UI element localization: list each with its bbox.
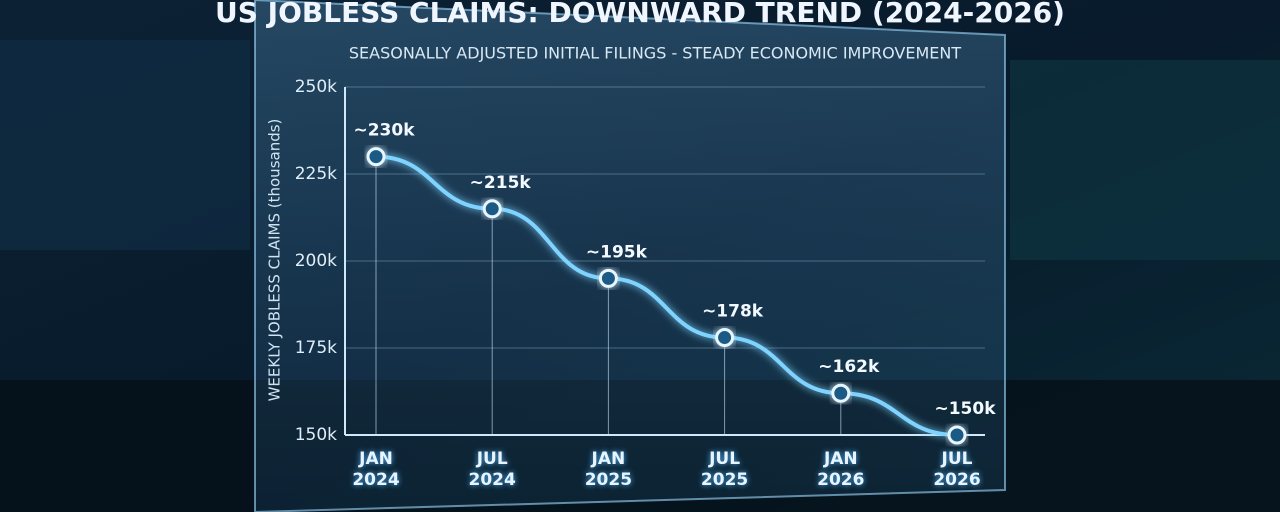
data-label: ~215k (470, 173, 532, 193)
chart-subtitle: SEASONALLY ADJUSTED INITIAL FILINGS - ST… (349, 44, 961, 63)
point (715, 328, 735, 348)
data-label: ~230k (353, 121, 415, 141)
line (375, 154, 958, 437)
point (482, 199, 502, 219)
point (947, 425, 967, 445)
x-tick-label: JUL 2026 (933, 449, 981, 490)
point (366, 147, 386, 167)
y-tick-label: 250k (295, 77, 337, 97)
right-screens (1010, 60, 1280, 260)
x-tick-label: JAN 2026 (817, 449, 865, 490)
x-tick-label: JUL 2025 (700, 449, 749, 490)
data-label: ~195k (586, 242, 648, 262)
data-label: ~178k (702, 302, 764, 322)
left-screens (0, 40, 250, 250)
y-tick-label: 150k (295, 425, 337, 445)
x-tick-label: JUL 2024 (468, 449, 516, 490)
data-label: ~162k (818, 357, 880, 377)
point (598, 268, 618, 288)
x-tick-label: JAN 2025 (584, 449, 633, 490)
x-tick-label: JAN 2024 (352, 449, 400, 490)
data-label: ~150k (934, 399, 996, 419)
y-tick-label: 200k (295, 251, 337, 271)
y-axis-label: WEEKLY JOBLESS CLAIMS (thousands) (266, 119, 284, 402)
y-tick-label: 225k (295, 164, 337, 184)
y-tick-label: 175k (295, 338, 337, 358)
chart-title: US JOBLESS CLAIMS: DOWNWARD TREND (2024-… (215, 0, 1065, 29)
point (831, 383, 851, 403)
glass-panel (254, 0, 1006, 512)
